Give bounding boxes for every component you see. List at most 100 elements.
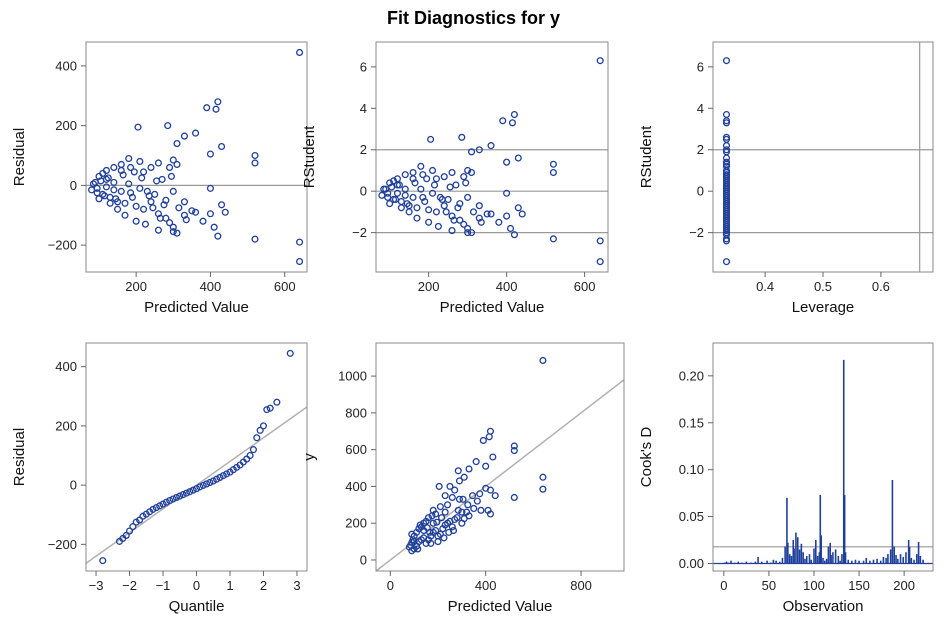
data-point bbox=[132, 202, 140, 210]
data-point bbox=[514, 204, 522, 212]
plot-observed-vs-predicted: 0 400 800 0 200 400 600 800 1000 Predicted Value y bbox=[301, 342, 625, 615]
data-point bbox=[256, 426, 264, 434]
x-tick-label: 0 bbox=[720, 578, 727, 593]
data-point bbox=[448, 168, 456, 177]
data-point bbox=[386, 179, 394, 187]
plot-area bbox=[376, 57, 608, 266]
y-axis-label: RStudent bbox=[301, 125, 318, 188]
data-point bbox=[182, 216, 190, 224]
data-point bbox=[249, 446, 257, 454]
data-point bbox=[435, 482, 443, 490]
data-point bbox=[477, 218, 485, 226]
x-tick-label: 0 bbox=[193, 578, 200, 593]
y-tick-label: 400 bbox=[345, 479, 367, 494]
data-point bbox=[169, 495, 177, 503]
plot-frame bbox=[85, 41, 308, 273]
data-point bbox=[172, 494, 180, 502]
data-point bbox=[136, 157, 144, 166]
x-tick-label: 1 bbox=[226, 578, 233, 593]
data-point bbox=[549, 160, 557, 168]
data-point bbox=[476, 490, 484, 498]
y-tick-label: 0.15 bbox=[679, 415, 704, 430]
data-point bbox=[132, 217, 140, 225]
data-point bbox=[218, 142, 226, 151]
data-point bbox=[448, 227, 456, 235]
data-point bbox=[169, 223, 177, 231]
data-point bbox=[454, 506, 462, 514]
data-point bbox=[393, 181, 401, 189]
data-point bbox=[722, 133, 731, 141]
data-point bbox=[464, 501, 472, 509]
plot-rstudent-vs-predicted: 200 400 600 −2 0 2 4 6 Predicted Value RStudent bbox=[301, 41, 609, 316]
plot-frame bbox=[375, 342, 625, 572]
data-point bbox=[384, 193, 392, 201]
data-point bbox=[296, 238, 304, 246]
data-point bbox=[173, 160, 181, 169]
data-point bbox=[169, 156, 177, 164]
data-point bbox=[192, 129, 200, 137]
data-point bbox=[251, 159, 259, 167]
data-point bbox=[549, 235, 557, 243]
plot-residual-vs-predicted: 200 400 600 −200 0 200 400 Predicted Value Resid… bbox=[11, 41, 308, 316]
data-point bbox=[508, 119, 517, 127]
y-tick-label: 200 bbox=[55, 418, 77, 433]
data-point bbox=[206, 184, 214, 192]
data-point bbox=[138, 174, 146, 182]
data-point bbox=[134, 123, 142, 131]
data-point bbox=[179, 491, 187, 499]
data-point bbox=[469, 208, 478, 216]
data-point bbox=[380, 185, 388, 193]
data-point bbox=[596, 258, 604, 266]
data-point bbox=[125, 527, 134, 535]
data-point bbox=[448, 523, 456, 531]
data-point bbox=[722, 119, 731, 127]
x-tick-label: 400 bbox=[496, 279, 518, 294]
data-point bbox=[458, 508, 466, 516]
data-point bbox=[199, 217, 207, 225]
y-tick-label: 200 bbox=[55, 118, 77, 133]
x-tick-label: 100 bbox=[803, 578, 825, 593]
y-axis-label: Residual bbox=[11, 428, 28, 486]
data-point bbox=[426, 528, 434, 536]
data-point bbox=[117, 160, 125, 169]
data-point bbox=[460, 473, 468, 481]
data-point bbox=[448, 493, 456, 502]
data-point bbox=[459, 495, 467, 503]
x-axis-label: Observation bbox=[783, 598, 864, 615]
data-point bbox=[503, 189, 511, 197]
data-point bbox=[455, 477, 464, 485]
data-point bbox=[175, 204, 183, 212]
data-point bbox=[156, 214, 164, 222]
data-point bbox=[465, 465, 473, 473]
data-point bbox=[425, 206, 433, 214]
y-axis-label: Cook's D bbox=[638, 427, 655, 488]
data-point bbox=[440, 202, 448, 210]
data-point bbox=[378, 191, 386, 199]
y-tick-label: 2 bbox=[360, 142, 367, 157]
data-point bbox=[104, 174, 112, 182]
data-point bbox=[391, 195, 400, 204]
data-point bbox=[99, 169, 107, 177]
data-point bbox=[397, 204, 405, 212]
data-point bbox=[510, 231, 518, 239]
data-point bbox=[722, 258, 731, 266]
x-tick-label: −1 bbox=[156, 578, 171, 593]
data-point bbox=[506, 224, 515, 233]
data-point bbox=[101, 192, 109, 200]
data-point bbox=[145, 192, 153, 200]
data-point bbox=[413, 214, 421, 222]
data-point bbox=[722, 235, 731, 243]
data-point bbox=[539, 485, 547, 493]
data-point bbox=[212, 105, 220, 113]
data-point bbox=[438, 514, 446, 522]
data-point bbox=[722, 227, 731, 235]
data-point bbox=[401, 171, 409, 179]
y-tick-label: 400 bbox=[55, 58, 77, 73]
x-tick-label: 0.4 bbox=[756, 279, 774, 294]
data-point bbox=[444, 195, 452, 204]
data-point bbox=[464, 224, 472, 233]
data-point bbox=[186, 488, 194, 496]
x-tick-label: 2 bbox=[260, 578, 267, 593]
data-point bbox=[454, 467, 462, 475]
data-point bbox=[722, 110, 731, 119]
